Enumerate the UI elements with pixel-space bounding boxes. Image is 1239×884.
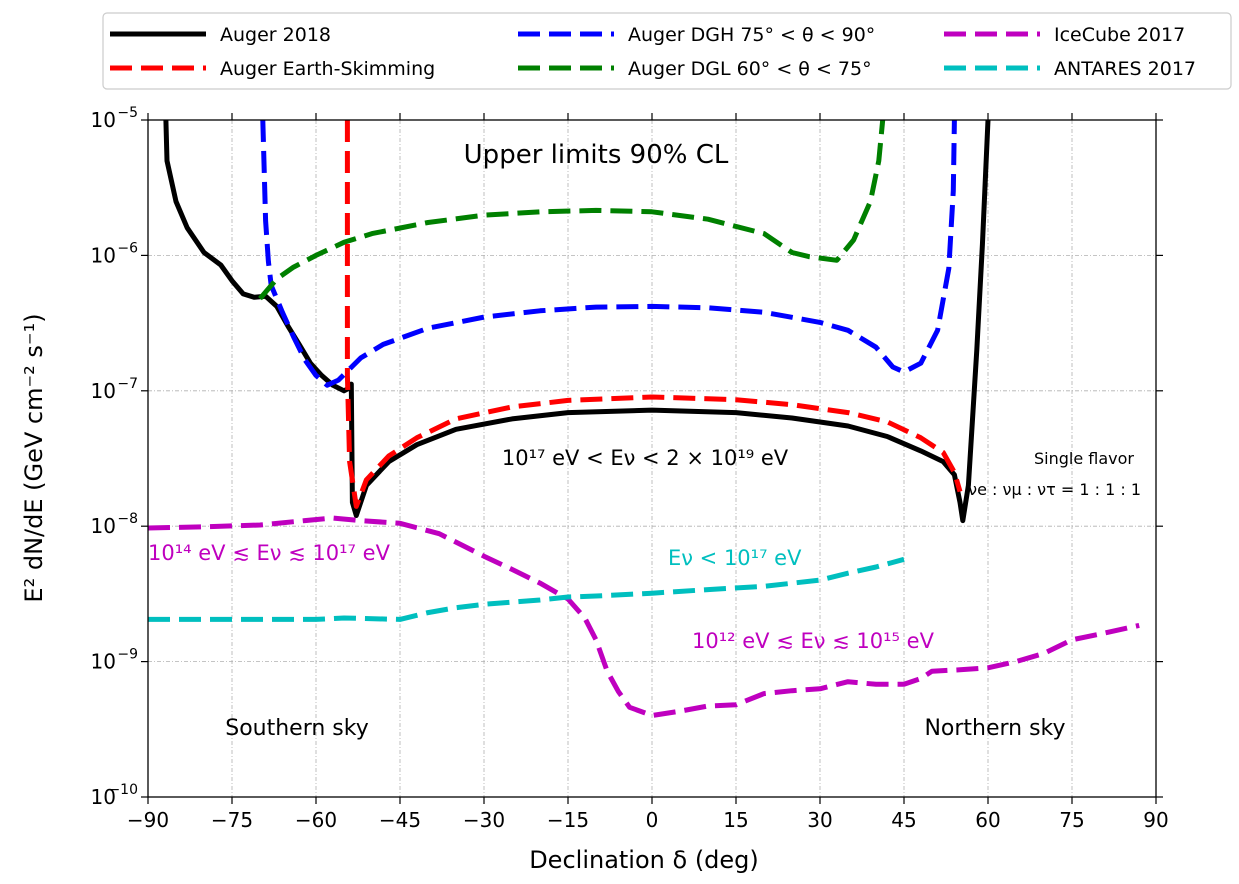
x-tick-label: −45: [379, 808, 421, 832]
series-layer: [148, 120, 1140, 718]
annotation-auger-energy-range: 10¹⁷ eV < Eν < 2 × 10¹⁹ eV: [502, 446, 789, 470]
x-tick-label: −30: [463, 808, 505, 832]
y-tick-exponent: −9: [117, 647, 138, 663]
x-tick-label: −75: [211, 808, 253, 832]
legend: Auger 2018 Auger Earth-Skimming Auger DGH …: [102, 12, 1232, 90]
legend-label-5: ANTARES 2017: [1054, 58, 1196, 80]
y-tick-exponent: −7: [117, 376, 138, 392]
legend-label-1: Auger Earth-Skimming: [220, 58, 435, 80]
y-axis-label: E² dN/dE (GeV cm⁻² s⁻¹): [20, 313, 48, 602]
annotation-southern-sky: Southern sky: [225, 716, 369, 741]
x-axis-label: Declination δ (deg): [529, 846, 759, 874]
series-line-5: [148, 556, 905, 622]
x-tick-label: 30: [807, 808, 832, 832]
series-line-3: [258, 120, 886, 301]
annotation-flavor-ratio: νe : νμ : ντ = 1 : 1 : 1: [968, 480, 1141, 499]
x-tick-label: 15: [723, 808, 748, 832]
legend-label-0: Auger 2018: [220, 24, 331, 46]
annotation-antares-range: Eν < 10¹⁷ eV: [668, 546, 802, 570]
x-tick-label: 45: [891, 808, 916, 832]
legend-label-3: Auger DGL 60° < θ < 75°: [628, 58, 872, 80]
x-tick-label: 90: [1143, 808, 1168, 832]
series-line-4: [148, 515, 1140, 718]
y-tick-label: 10: [91, 650, 116, 674]
x-tick-label: 75: [1059, 808, 1084, 832]
x-tick-label: −90: [127, 808, 169, 832]
legend-label-2: Auger DGH 75° < θ < 90°: [628, 24, 875, 46]
annotation-northern-sky: Northern sky: [924, 716, 1065, 741]
annotation-icecube-north-range: 10¹² eV ≲ Eν ≲ 10¹⁵ eV: [692, 629, 935, 653]
y-tick-exponent: −8: [117, 511, 138, 527]
series-line-1: [344, 120, 963, 509]
annotation-icecube-south-range: 10¹⁴ eV ≲ Eν ≲ 10¹⁷ eV: [148, 541, 391, 565]
y-tick-label: 10: [91, 243, 116, 267]
series-line-2: [260, 120, 957, 388]
y-tick-label: 10: [91, 379, 116, 403]
x-tick-label: −15: [547, 808, 589, 832]
y-tick-exponent: −10: [108, 782, 138, 798]
y-tick-exponent: −5: [117, 105, 138, 121]
series-line-0: [163, 120, 991, 524]
annotation-upper-limits: Upper limits 90% CL: [464, 140, 729, 170]
y-tick-label: 10: [91, 785, 116, 809]
x-tick-label: 60: [975, 808, 1000, 832]
y-tick-exponent: −6: [117, 240, 138, 256]
y-tick-label: 10: [91, 514, 116, 538]
annotation-single-flavor: Single flavor: [1034, 449, 1134, 468]
x-tick-label: 0: [646, 808, 659, 832]
legend-label-4: IceCube 2017: [1054, 24, 1185, 46]
x-tick-label: −60: [295, 808, 337, 832]
y-tick-label: 10: [91, 108, 116, 132]
